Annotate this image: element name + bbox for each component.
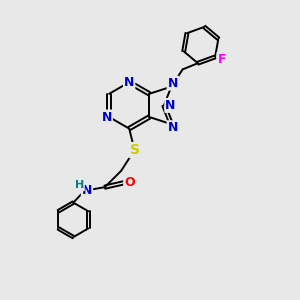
Text: N: N (124, 76, 134, 89)
Text: O: O (124, 176, 135, 189)
Text: N: N (168, 76, 178, 90)
Text: S: S (130, 143, 140, 157)
Text: N: N (165, 99, 176, 112)
Text: H: H (75, 180, 84, 190)
Text: N: N (102, 110, 112, 124)
Text: F: F (218, 53, 226, 66)
Text: N: N (168, 121, 178, 134)
Text: N: N (82, 184, 92, 197)
